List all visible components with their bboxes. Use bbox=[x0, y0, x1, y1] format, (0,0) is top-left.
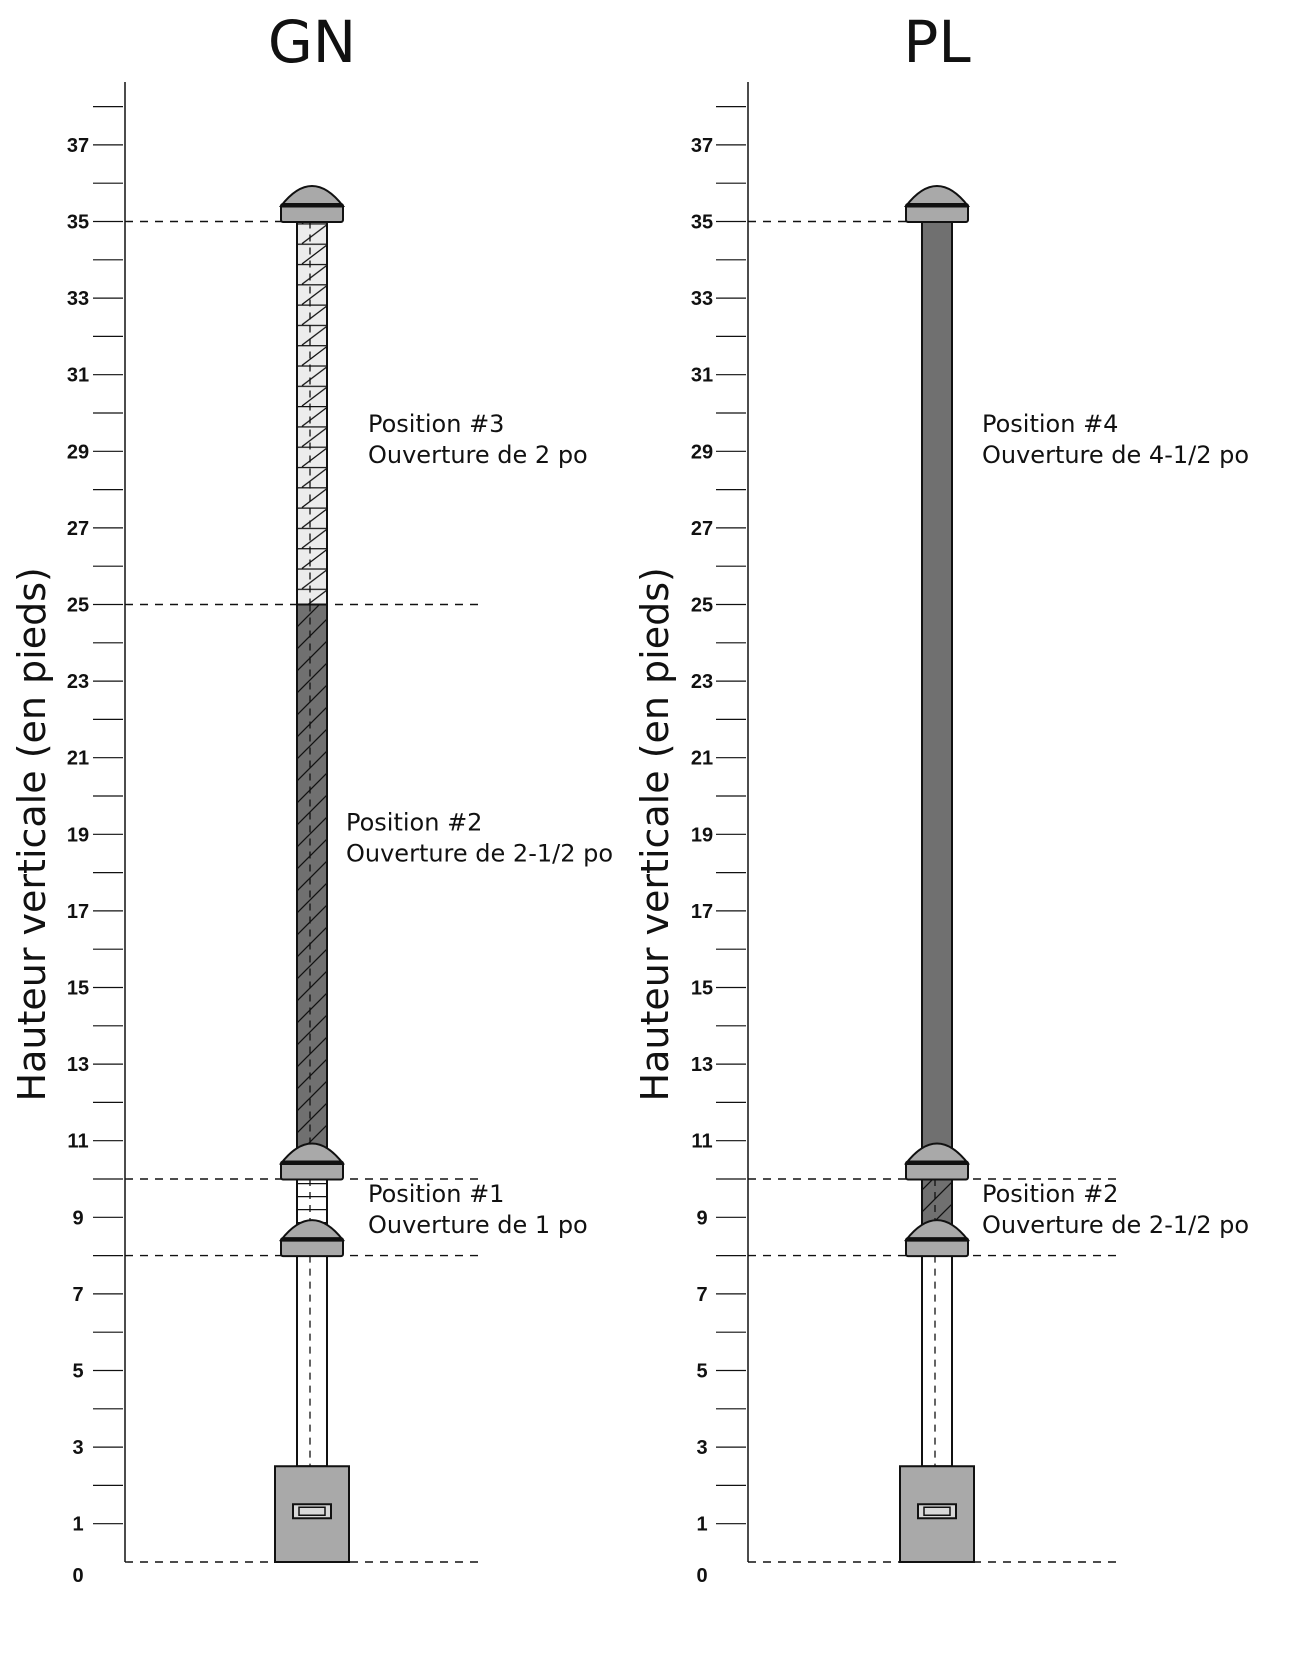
tick-label: 29 bbox=[691, 441, 713, 463]
column-title: PL bbox=[903, 8, 970, 76]
tick-label: 3 bbox=[696, 1437, 707, 1459]
tick-label: 7 bbox=[696, 1284, 707, 1306]
pole-cap-band bbox=[905, 1160, 969, 1181]
y-axis-label: Hauteur verticale (en pieds) bbox=[10, 567, 54, 1101]
tick-label: 13 bbox=[691, 1054, 713, 1076]
tick-label: 5 bbox=[696, 1361, 707, 1383]
annotation-opening: Ouverture de 4-1/2 po bbox=[982, 441, 1249, 469]
tick-label: 9 bbox=[696, 1207, 707, 1229]
column-title: GN bbox=[268, 8, 356, 76]
pole-cap-band bbox=[905, 203, 969, 224]
tick-label: 21 bbox=[67, 748, 89, 770]
tick-label: 17 bbox=[691, 901, 713, 923]
pole-base-section bbox=[296, 1254, 328, 1468]
pole-cap-band bbox=[280, 203, 344, 224]
tick-label: 11 bbox=[67, 1131, 88, 1153]
annotation-position: Position #4 bbox=[982, 410, 1118, 438]
tick-label: 7 bbox=[72, 1284, 83, 1306]
tick-label: 23 bbox=[67, 671, 89, 693]
base-box-window-inner bbox=[923, 1506, 951, 1516]
tick-label: 15 bbox=[67, 978, 89, 1000]
tick-label: 25 bbox=[67, 595, 89, 617]
tick-label: 11 bbox=[691, 1131, 712, 1153]
tick-label: 21 bbox=[691, 748, 713, 770]
tick-label: 31 bbox=[67, 365, 89, 387]
tick-label: 1 bbox=[696, 1514, 707, 1536]
annotation-position: Position #1 bbox=[368, 1180, 504, 1208]
tick-label: 29 bbox=[67, 441, 89, 463]
tick-label: 31 bbox=[691, 365, 713, 387]
tick-label: 1 bbox=[72, 1514, 83, 1536]
tick-label: 3 bbox=[72, 1437, 83, 1459]
tick-label: 15 bbox=[691, 978, 713, 1000]
tick-label: 33 bbox=[67, 288, 89, 310]
annotation-position: Position #2 bbox=[982, 1180, 1118, 1208]
tick-label: 17 bbox=[67, 901, 89, 923]
tick-label: 35 bbox=[691, 212, 713, 234]
pole-base-section bbox=[921, 1254, 953, 1468]
annotation-opening: Ouverture de 1 po bbox=[368, 1211, 588, 1239]
annotation-position: Position #2 bbox=[346, 808, 482, 836]
tick-label: 37 bbox=[691, 135, 713, 157]
tick-label: 27 bbox=[691, 518, 713, 540]
pole-cap-band bbox=[280, 1237, 344, 1258]
tick-label: 9 bbox=[72, 1207, 83, 1229]
tick-label: 19 bbox=[691, 824, 713, 846]
tick-label: 0 bbox=[72, 1565, 83, 1587]
tick-label: 23 bbox=[691, 671, 713, 693]
tick-label: 5 bbox=[72, 1361, 83, 1383]
tick-label: 0 bbox=[696, 1565, 707, 1587]
pole-cap-band bbox=[905, 1237, 969, 1258]
tick-label: 37 bbox=[67, 135, 89, 157]
y-axis-label: Hauteur verticale (en pieds) bbox=[633, 567, 677, 1101]
tick-label: 19 bbox=[67, 824, 89, 846]
annotation-opening: Ouverture de 2-1/2 po bbox=[982, 1211, 1249, 1239]
pole-segment-solid-dark bbox=[921, 220, 953, 1158]
pole-segment-hatch-light bbox=[296, 220, 328, 606]
base-box-window-inner bbox=[298, 1506, 326, 1516]
pole-cap-band bbox=[280, 1160, 344, 1181]
pole-segment-hatch-dark bbox=[296, 603, 328, 1158]
tick-label: 35 bbox=[67, 212, 89, 234]
tick-label: 13 bbox=[67, 1054, 89, 1076]
tick-label: 25 bbox=[691, 595, 713, 617]
annotation-position: Position #3 bbox=[368, 410, 504, 438]
annotation-opening: Ouverture de 2 po bbox=[368, 441, 588, 469]
annotation-opening: Ouverture de 2-1/2 po bbox=[346, 839, 613, 867]
tick-label: 27 bbox=[67, 518, 89, 540]
tick-label: 33 bbox=[691, 288, 713, 310]
